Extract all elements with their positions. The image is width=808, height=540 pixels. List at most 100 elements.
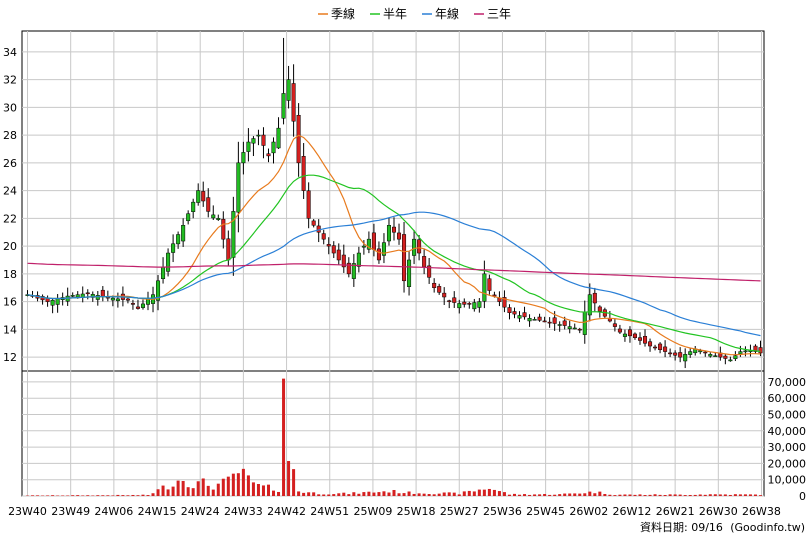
volume-bar: [186, 487, 190, 496]
candle: [386, 218, 391, 246]
candle-body: [321, 233, 326, 240]
volume-bar: [196, 481, 200, 496]
volume-bar: [372, 492, 376, 496]
candle: [221, 211, 226, 249]
volume-bar: [282, 378, 286, 496]
candle-body: [698, 350, 703, 353]
volume-tick-label: 10,000: [768, 474, 807, 487]
volume-bar: [392, 489, 396, 496]
volume-bar: [412, 493, 416, 496]
volume-bar: [683, 495, 687, 496]
candle-body: [70, 295, 75, 297]
candle: [648, 338, 653, 352]
candle-body: [612, 323, 617, 327]
x-tick-label: 24W42: [267, 505, 306, 518]
candle: [723, 354, 728, 365]
price-tick-label: 26: [3, 157, 17, 170]
candle: [502, 290, 507, 313]
volume-bar: [382, 491, 386, 496]
volume-bar: [583, 493, 587, 496]
candle-body: [632, 333, 637, 338]
volume-bar: [211, 489, 215, 496]
candle: [467, 301, 472, 309]
candle-body: [582, 311, 587, 335]
candle: [115, 292, 120, 308]
volume-bar: [432, 494, 436, 496]
volume-bar: [307, 492, 311, 496]
volume-bar: [292, 469, 296, 496]
volume-bar: [241, 468, 245, 496]
candle: [311, 219, 316, 228]
volume-bar: [46, 495, 50, 496]
candle-body: [115, 298, 120, 301]
candle-body: [135, 306, 140, 309]
candle-body: [296, 114, 301, 164]
volume-tick-label: 60,000: [768, 392, 807, 405]
candle-body: [683, 354, 688, 362]
candle: [688, 347, 693, 358]
candle: [246, 128, 251, 162]
candle-body: [397, 232, 402, 240]
candle: [301, 143, 306, 199]
volume-bar: [427, 494, 431, 496]
candle: [678, 347, 683, 363]
candle-body: [432, 282, 437, 288]
candle-body: [537, 316, 542, 321]
candle: [683, 348, 688, 369]
volume-bar: [96, 495, 100, 496]
candle-body: [517, 315, 522, 319]
candle-body: [211, 214, 216, 219]
candle: [291, 64, 296, 137]
candle-body: [743, 350, 748, 353]
candle: [457, 299, 462, 314]
volume-bar: [261, 485, 265, 496]
volume-bar: [628, 494, 632, 496]
candle-body: [110, 297, 115, 301]
candle-body: [251, 138, 256, 144]
candle: [166, 248, 171, 277]
volume-tick-label: 30,000: [768, 441, 807, 454]
legend-label: 季線: [331, 6, 355, 21]
candle-body: [311, 220, 316, 226]
candle-body: [366, 238, 371, 250]
candle: [331, 241, 336, 259]
candle-body: [437, 286, 442, 293]
candle: [542, 316, 547, 323]
candle-body: [562, 320, 567, 326]
volume-bar: [477, 489, 481, 496]
candle-body: [467, 303, 472, 305]
candle-body: [427, 265, 432, 278]
volume-bar: [698, 494, 702, 496]
x-tick-label: 25W18: [397, 505, 436, 518]
volume-bar: [166, 489, 170, 496]
candle: [587, 283, 592, 322]
candlesticks: [25, 37, 763, 369]
volume-bar: [287, 461, 291, 496]
candle: [341, 244, 346, 273]
candle: [70, 292, 75, 298]
candle-body: [306, 190, 311, 219]
candle-body: [226, 238, 231, 261]
volume-bar: [121, 495, 125, 496]
volume-bar: [563, 493, 567, 496]
volume-bar: [502, 492, 506, 496]
legend-item: 年線: [422, 6, 459, 21]
candle: [632, 332, 637, 340]
volume-bar: [758, 495, 762, 496]
candle-body: [422, 256, 427, 268]
candle: [125, 297, 130, 304]
candle-body: [281, 93, 286, 119]
candle-body: [216, 218, 221, 220]
x-tick-label: 26W38: [742, 505, 781, 518]
candle-body: [597, 306, 602, 312]
candle-body: [512, 311, 517, 315]
candle: [356, 246, 361, 273]
candle-body: [472, 302, 477, 310]
candle: [592, 287, 597, 312]
moving-average-lines: [27, 134, 761, 356]
candle-body: [181, 225, 186, 242]
candle-body: [637, 337, 643, 341]
volume-bar: [753, 494, 757, 496]
volume-bar: [76, 495, 80, 496]
volume-bar: [111, 495, 115, 496]
